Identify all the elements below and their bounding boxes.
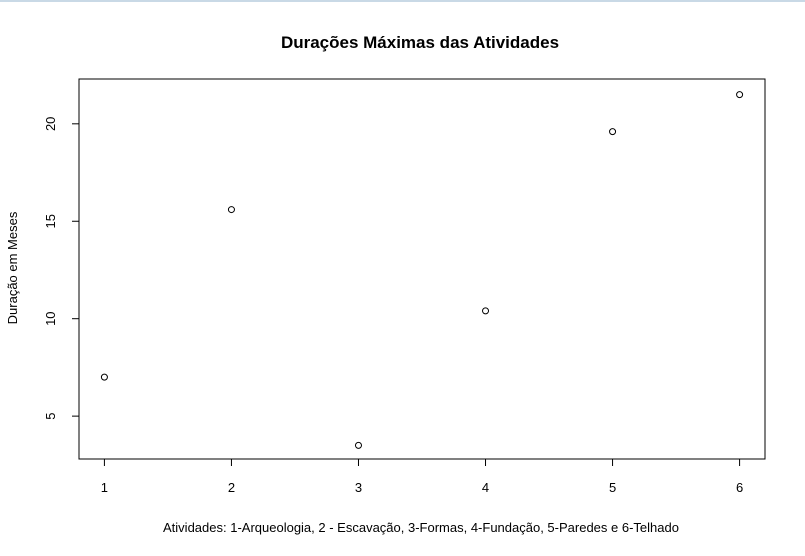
data-point <box>736 91 744 99</box>
y-axis: 5 10 15 20 <box>43 117 80 420</box>
x-tick-label: 1 <box>101 480 108 495</box>
x-tick-label: 6 <box>736 480 743 495</box>
x-tick-label: 2 <box>228 480 235 495</box>
x-axis-label: Atividades: 1-Arqueologia, 2 - Escavação… <box>163 520 679 535</box>
x-tick-label: 3 <box>355 480 362 495</box>
data-points <box>100 91 744 449</box>
window-top-border <box>0 0 805 2</box>
data-point <box>354 441 362 449</box>
x-tick-label: 5 <box>609 480 616 495</box>
chart-title: Durações Máximas das Atividades <box>281 33 559 52</box>
data-point <box>100 373 108 381</box>
y-tick-label: 10 <box>43 311 58 325</box>
x-axis: 1 2 3 4 5 6 <box>101 458 743 495</box>
y-tick-label: 5 <box>43 413 58 420</box>
data-point <box>482 307 490 315</box>
y-tick-label: 15 <box>43 214 58 228</box>
data-point <box>227 206 235 214</box>
data-point <box>609 128 617 136</box>
y-tick-label: 20 <box>43 117 58 131</box>
y-axis-label: Duração em Meses <box>5 211 20 324</box>
plot-frame <box>78 78 766 460</box>
x-tick-label: 4 <box>482 480 489 495</box>
